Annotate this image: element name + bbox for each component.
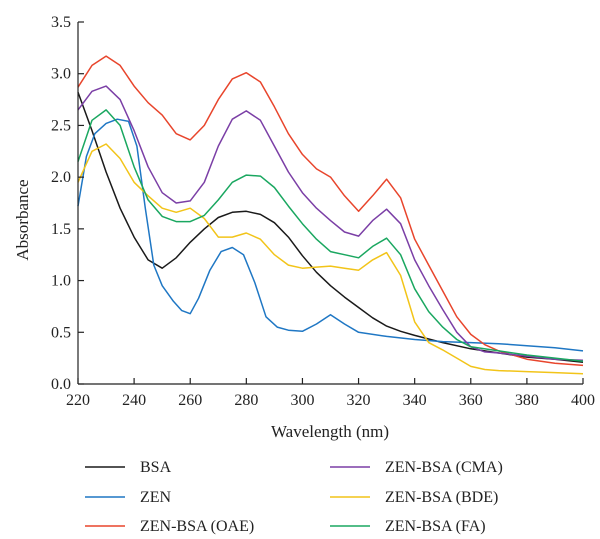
- legend: BSA ZEN ZEN-BSA (OAE) ZEN-BSA (CMA) ZEN-BSA …: [85, 459, 503, 535]
- y-tick-label: 0.0: [51, 376, 71, 393]
- plot-lines: [77, 55, 584, 375]
- y-tick-label: 3.0: [51, 66, 71, 83]
- x-tick-label: 280: [234, 392, 258, 409]
- x-tick-label: 320: [347, 392, 371, 409]
- x-tick-label: 300: [290, 392, 314, 409]
- legend-label: ZEN-BSA (BDE): [385, 489, 498, 506]
- series-line-4: [77, 143, 584, 375]
- legend-label: ZEN-BSA (OAE): [140, 518, 254, 535]
- legend-label: BSA: [140, 459, 172, 476]
- y-tick-label: 1.0: [51, 273, 71, 290]
- series-line-2: [77, 55, 584, 367]
- y-tick-label: 1.5: [51, 221, 71, 238]
- x-tick-label: 240: [122, 392, 146, 409]
- ticks: 0.0 0.5 1.0 1.5 2.0 2.5 3.0 3.5 220 240 260 280 300 3…: [51, 14, 595, 409]
- series-line-0: [77, 92, 584, 364]
- y-tick-label: 3.5: [51, 14, 71, 31]
- legend-label: ZEN: [140, 489, 172, 506]
- series-line-5: [77, 109, 584, 362]
- y-tick-label: 2.5: [51, 117, 71, 134]
- x-tick-label: 380: [515, 392, 539, 409]
- y-tick-label: 0.5: [51, 324, 71, 341]
- y-axis-label: Absorbance: [13, 179, 32, 260]
- y-tick-label: 2.0: [51, 169, 71, 186]
- legend-label: ZEN-BSA (CMA): [385, 459, 503, 476]
- series-line-1: [77, 118, 584, 352]
- axes: [77, 22, 583, 385]
- x-axis-label: Wavelength (nm): [271, 422, 389, 441]
- x-tick-label: 340: [403, 392, 427, 409]
- x-tick-label: 260: [178, 392, 202, 409]
- series-line-3: [77, 85, 584, 361]
- legend-label: ZEN-BSA (FA): [385, 518, 486, 535]
- x-tick-label: 400: [571, 392, 595, 409]
- x-tick-label: 220: [66, 392, 90, 409]
- x-tick-label: 360: [459, 392, 483, 409]
